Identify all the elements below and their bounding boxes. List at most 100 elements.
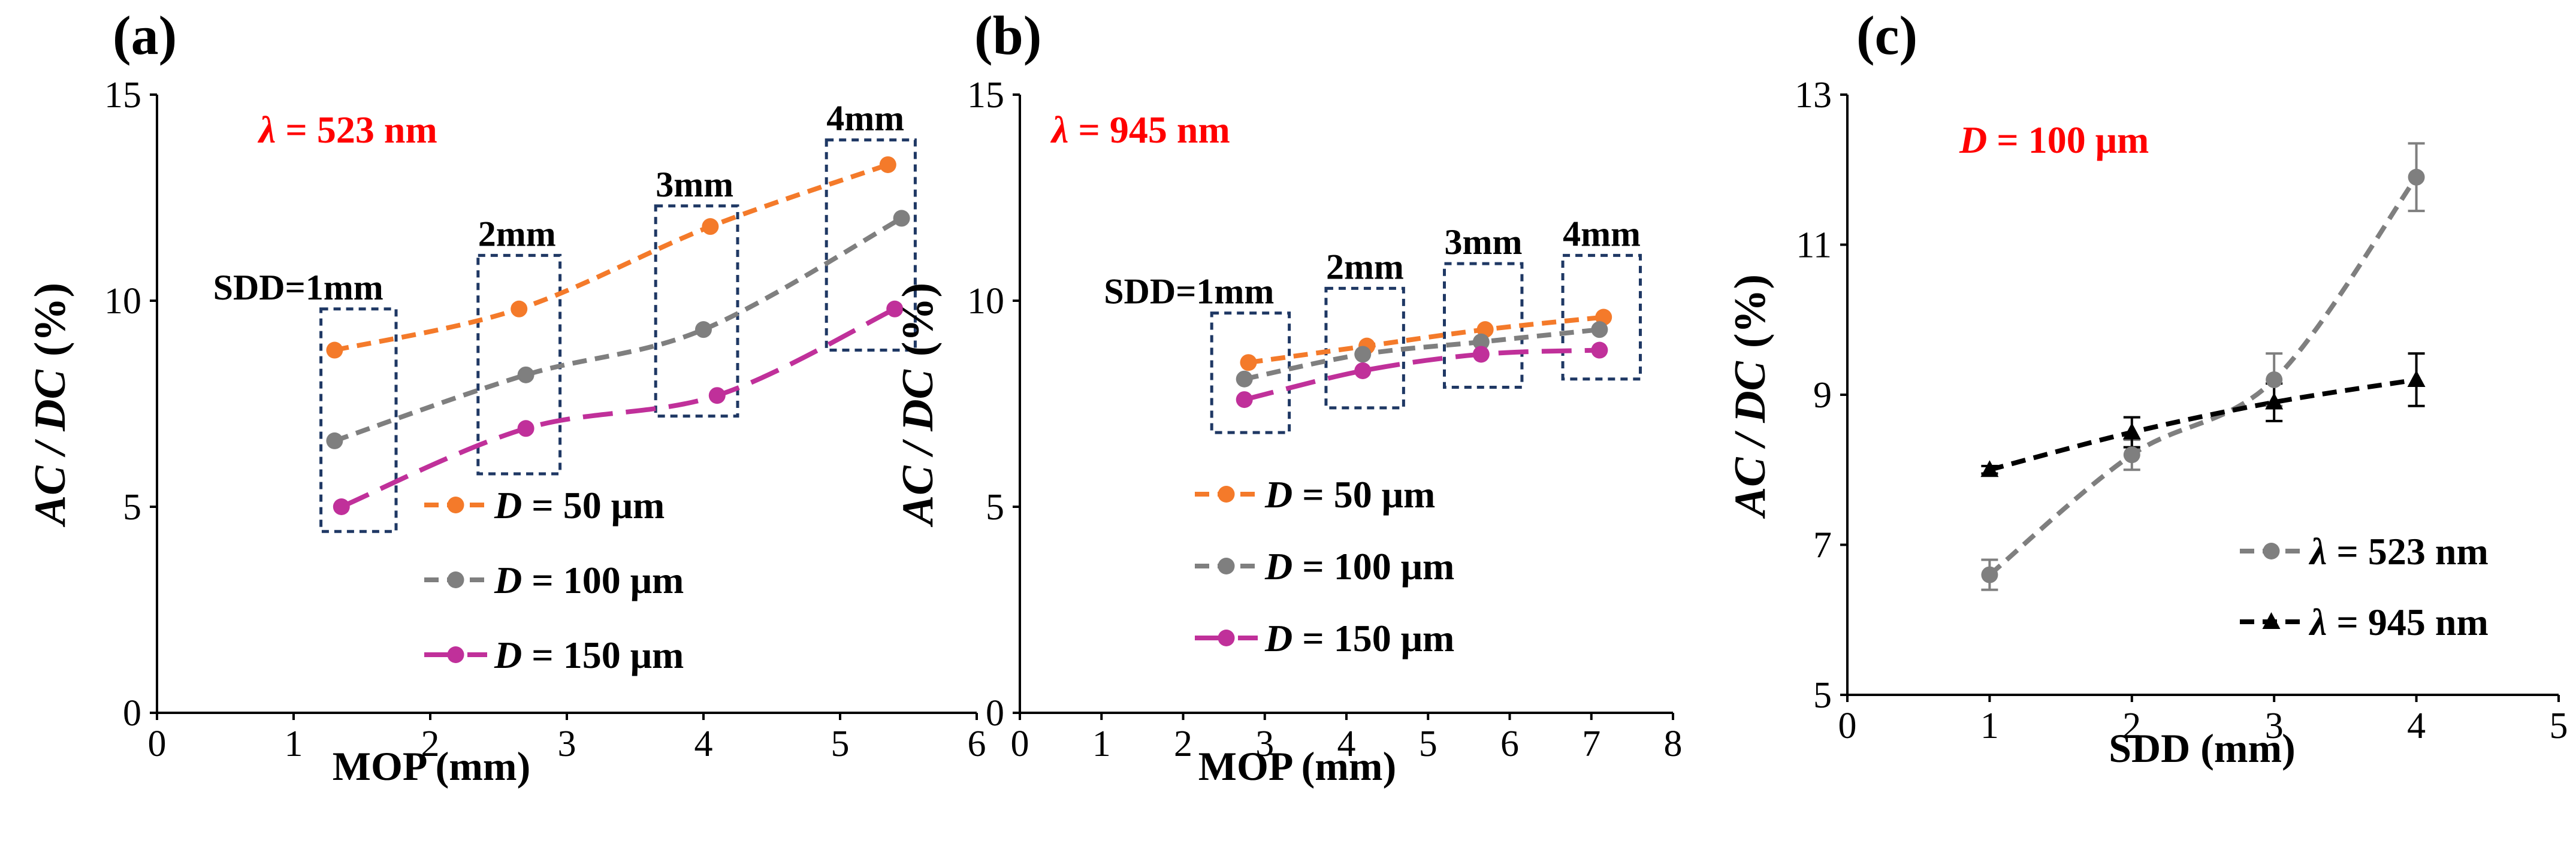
y-axis-title: AC / DC (%) [893, 283, 943, 527]
sdd-group-label: 4mm [1563, 214, 1641, 253]
x-tick-label: 0 [148, 724, 167, 764]
data-point-lam945 [2265, 392, 2284, 410]
panel-a: (a) 0 5 10 15 0 1 2 3 4 5 6 MOP (mm) AC … [26, 5, 986, 789]
x-ticks: 0 1 2 3 4 5 [1838, 695, 2568, 746]
sdd-groups: SDD=1mm 2mm 3mm 4mm [213, 99, 917, 533]
y-axis-title-unit: (%) [893, 283, 943, 356]
y-ticks: 0 5 10 15 [104, 75, 157, 734]
data-point-lam523 [2266, 371, 2283, 388]
legend-marker-d50 [1218, 486, 1235, 503]
legend-value: = 945 nm [2327, 601, 2488, 643]
x-tick-label: 4 [2407, 706, 2426, 746]
x-tick-label: 3 [1255, 724, 1274, 764]
legend-value: = 150 μm [1292, 617, 1454, 660]
x-axis-title: MOP (mm) [1198, 743, 1396, 789]
legend-marker-lam523 [2263, 543, 2280, 559]
x-tick-label: 1 [1092, 724, 1111, 764]
legend-value: = 523 nm [2327, 530, 2488, 573]
series-lines [1243, 314, 1604, 403]
y-tick-label: 10 [967, 281, 1004, 322]
legend-value: = 150 μm [522, 634, 684, 676]
y-axis-title: AC / DC (%) [1726, 274, 1775, 519]
legend: D = 50 μmD = 100 μmD = 150 μm [424, 484, 684, 676]
series-line-d150 [340, 307, 896, 509]
y-tick-label: 10 [104, 281, 141, 322]
data-point-d100 [1354, 346, 1372, 363]
y-tick-label: 15 [967, 75, 1004, 116]
parameter-label: D = 100 μm [1959, 119, 2149, 161]
sdd-group-label: 2mm [1326, 247, 1404, 286]
legend: D = 50 μmD = 100 μmD = 150 μm [1195, 473, 1454, 660]
panel-label: (a) [113, 5, 177, 66]
y-axis-title-unit: (%) [26, 283, 75, 356]
x-tick-label: 2 [1174, 724, 1192, 764]
x-tick-label: 4 [694, 724, 713, 764]
data-point-lam523 [2408, 168, 2425, 186]
y-tick-label: 5 [123, 487, 141, 528]
x-tick-label: 6 [968, 724, 986, 764]
legend-entry-d100: D = 100 μm [494, 559, 684, 601]
sdd-group-label: 4mm [826, 99, 904, 138]
sdd-group-label: 2mm [478, 214, 556, 253]
x-tick-label: 2 [2122, 706, 2141, 746]
data-point-d150 [1354, 362, 1372, 379]
sdd-group-box [319, 307, 398, 533]
x-axis-title: SDD (mm) [2109, 725, 2296, 771]
y-ticks: 5 7 9 11 13 [1795, 75, 1847, 716]
x-tick-label: 0 [1011, 724, 1029, 764]
data-point-d100 [326, 432, 343, 449]
data-point-d150 [1472, 346, 1490, 363]
x-tick-label: 1 [285, 724, 303, 764]
legend-marker-lam945 [2262, 612, 2281, 629]
legend-symbol: λ [2308, 601, 2327, 643]
legend-symbol: D [494, 484, 522, 527]
data-point-d100 [1591, 321, 1608, 338]
data-point-d50 [702, 218, 719, 235]
data-point-d100 [695, 321, 712, 338]
x-tick-label: 5 [831, 724, 850, 764]
parameter-value: = 945 nm [1068, 108, 1230, 151]
panel-label: (c) [1856, 5, 1917, 66]
series-line-d50 [1248, 314, 1604, 365]
data-point-d100 [1236, 370, 1253, 388]
series-markers [326, 156, 910, 515]
x-tick-label: 3 [2265, 706, 2284, 746]
x-tick-label: 7 [1582, 724, 1600, 764]
legend-symbol: D [494, 559, 522, 601]
data-point-d100 [1472, 333, 1490, 350]
legend-entry-d50: D = 50 μm [494, 484, 665, 527]
x-ticks: 0 1 2 3 4 5 6 [148, 713, 986, 764]
y-tick-label: 15 [104, 75, 141, 116]
parameter-symbol: λ [257, 108, 276, 151]
legend-symbol: λ [2308, 530, 2327, 573]
data-point-lam945 [2122, 422, 2141, 440]
x-tick-label: 1 [1980, 706, 1999, 746]
legend-marker-d50 [447, 497, 464, 513]
sdd-group-box [476, 253, 562, 476]
y-axis-title: AC / DC (%) [26, 283, 75, 527]
y-tick-label: 5 [986, 487, 1004, 528]
parameter-symbol: λ [1050, 108, 1068, 151]
legend-entry-d150: D = 150 μm [1264, 617, 1454, 660]
series-markers [1236, 308, 1612, 409]
sdd-group-box [1561, 253, 1642, 381]
legend-symbol: D [1264, 473, 1292, 516]
parameter-value: = 100 μm [1987, 119, 2149, 161]
data-point-d100 [893, 210, 910, 227]
legend-entry-d150: D = 150 μm [494, 634, 684, 676]
x-tick-label: 2 [421, 724, 440, 764]
sdd-group-label: SDD=1mm [213, 268, 383, 307]
sdd-group-box [1210, 311, 1291, 434]
sdd-group-label: 3mm [656, 165, 733, 204]
data-point-d150 [517, 420, 534, 437]
panel-label: (b) [974, 5, 1041, 66]
y-axis-title-main: AC / DC [26, 368, 75, 527]
data-point-d50 [326, 341, 343, 359]
x-tick-label: 8 [1664, 724, 1683, 764]
legend-entry-d50: D = 50 μm [1264, 473, 1435, 516]
data-point-d150 [708, 387, 726, 404]
x-tick-label: 5 [1419, 724, 1438, 764]
x-tick-label: 5 [2550, 706, 2568, 746]
data-point-lam523 [2123, 446, 2140, 464]
series-line-d100 [1243, 327, 1600, 382]
